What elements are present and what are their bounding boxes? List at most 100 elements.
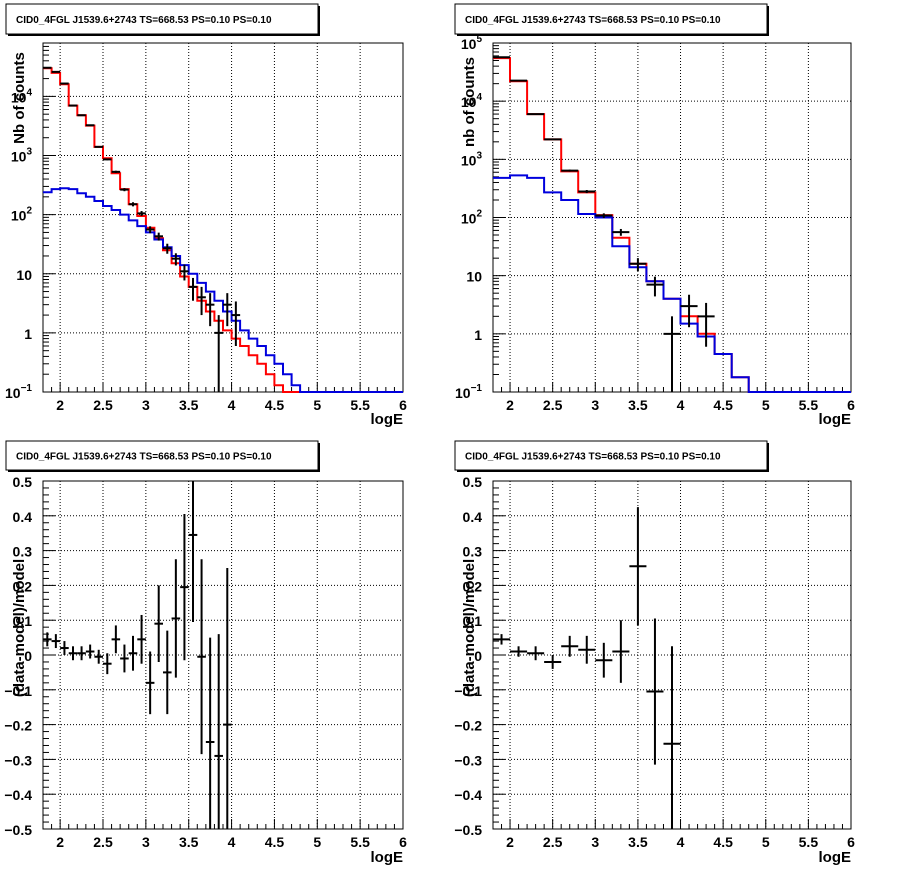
chart-title-box: CID0_4FGL J1539.6+2743 TS=668.53 PS=0.10… xyxy=(5,3,320,36)
data-point xyxy=(85,124,95,127)
x-axis-label: logE xyxy=(371,849,404,866)
data-point xyxy=(145,651,155,715)
data-point xyxy=(163,630,172,715)
x-ticks xyxy=(42,382,404,392)
data-point xyxy=(223,568,232,829)
data-point xyxy=(154,232,163,241)
x-tick-label: 6 xyxy=(399,397,407,413)
x-tick-label: 3 xyxy=(591,834,599,850)
y-tick-label: 102 xyxy=(461,209,483,227)
y-tick-label: 105 xyxy=(461,34,483,52)
x-tick-label: 6 xyxy=(847,834,855,850)
y-tick-label: 102 xyxy=(11,206,33,224)
plot-top-right: CID0_4FGL J1539.6+2743 TS=668.53 PS=0.10… xyxy=(454,3,855,428)
x-tick-label: 4 xyxy=(677,397,685,413)
data-point xyxy=(205,637,215,829)
title-box-frame xyxy=(454,3,768,35)
data-point xyxy=(697,302,715,347)
data-point xyxy=(111,170,121,173)
y-ticks xyxy=(43,480,55,830)
grid xyxy=(43,481,403,829)
y-tick-label: 0.1 xyxy=(13,613,33,629)
data-point xyxy=(646,276,664,297)
y-tick-label: 1 xyxy=(24,326,32,342)
data-point xyxy=(171,559,181,678)
x-tick-label: 2 xyxy=(56,834,64,850)
data-point xyxy=(111,625,121,654)
data-point xyxy=(544,655,562,669)
data-point xyxy=(60,641,69,655)
data-point xyxy=(561,169,579,172)
y-tick-label: 0.2 xyxy=(463,578,483,594)
plot-top-left: CID0_4FGL J1539.6+2743 TS=668.53 PS=0.10… xyxy=(5,3,407,428)
data-point xyxy=(527,113,545,116)
y-tick-label: −0.2 xyxy=(4,718,32,734)
x-tick-label: 2.5 xyxy=(543,397,563,413)
chart-title: CID0_4FGL J1539.6+2743 TS=668.53 PS=0.10… xyxy=(465,15,721,26)
y-tick-label: −0.4 xyxy=(454,787,482,803)
data-point xyxy=(103,653,112,675)
x-tick-label: 2 xyxy=(506,397,514,413)
chart-title-box: CID0_4FGL J1539.6+2743 TS=668.53 PS=0.10… xyxy=(454,440,769,472)
data-point xyxy=(85,644,95,659)
data-point xyxy=(103,158,112,161)
data-point xyxy=(94,145,103,148)
x-tick-label: 4.5 xyxy=(265,834,285,850)
y-ticks xyxy=(43,42,55,393)
data-point xyxy=(561,635,579,657)
y-tick-label: −0.1 xyxy=(4,683,32,699)
data-point xyxy=(223,293,232,327)
data-point xyxy=(154,585,163,662)
y-tick-label: 0.4 xyxy=(13,509,33,525)
x-tick-label: 3 xyxy=(591,397,599,413)
data-point xyxy=(68,104,78,107)
data-point xyxy=(595,213,613,219)
y-tick-label: 10−1 xyxy=(5,383,32,401)
y-tick-label: 0.5 xyxy=(463,474,483,490)
x-tick-label: 4 xyxy=(228,397,236,413)
data-point xyxy=(77,646,86,661)
title-box-frame xyxy=(5,440,319,471)
chart-title: CID0_4FGL J1539.6+2743 TS=668.53 PS=0.10… xyxy=(16,452,272,463)
data-point xyxy=(120,644,129,673)
data-point xyxy=(205,293,215,327)
y-tick-label: 0 xyxy=(474,648,482,664)
x-tick-label: 2 xyxy=(506,834,514,850)
y-tick-label: −0.3 xyxy=(454,752,482,768)
x-tick-label: 2 xyxy=(56,397,64,413)
y-tick-label: 0 xyxy=(24,648,32,664)
x-tick-label: 6 xyxy=(847,397,855,413)
x-tick-label: 5 xyxy=(762,834,770,850)
y-tick-label: −0.5 xyxy=(454,822,482,838)
data-point xyxy=(188,481,198,622)
x-tick-label: 3 xyxy=(142,397,150,413)
plot-bottom-right: CID0_4FGL J1539.6+2743 TS=668.53 PS=0.10… xyxy=(454,440,855,866)
y-tick-label: −0.3 xyxy=(4,752,32,768)
data-point xyxy=(137,614,146,664)
data-point xyxy=(137,211,146,216)
data-point xyxy=(646,618,664,765)
data-point xyxy=(680,294,698,328)
y-tick-label: 0.2 xyxy=(13,578,33,594)
y-tick-label: 0.4 xyxy=(463,509,483,525)
x-tick-label: 5 xyxy=(313,397,321,413)
x-tick-label: 3.5 xyxy=(628,834,648,850)
y-tick-label: 10 xyxy=(466,269,482,285)
plot-bottom-left: CID0_4FGL J1539.6+2743 TS=668.53 PS=0.10… xyxy=(4,440,407,866)
data-point xyxy=(231,301,241,346)
x-axis-label: logE xyxy=(819,849,852,866)
data-point xyxy=(510,646,528,657)
data-point xyxy=(120,188,129,192)
y-tick-label: 0.5 xyxy=(13,474,33,490)
source-model-histogram xyxy=(493,174,851,393)
data-point xyxy=(629,507,647,626)
data-point xyxy=(68,646,78,661)
data-point xyxy=(578,190,596,194)
data-point xyxy=(663,646,681,829)
x-tick-label: 6 xyxy=(399,834,407,850)
y-ticks xyxy=(493,480,505,830)
data-point xyxy=(128,635,138,671)
y-tick-label: 104 xyxy=(461,92,483,110)
source-model-histogram xyxy=(43,187,403,393)
x-tick-label: 5 xyxy=(313,834,321,850)
